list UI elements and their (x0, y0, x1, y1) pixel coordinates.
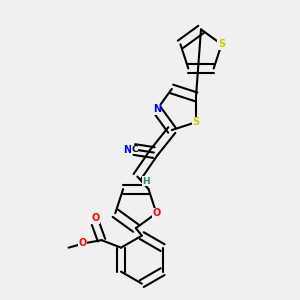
Text: O: O (92, 213, 100, 223)
Text: N: N (123, 145, 131, 154)
Text: H: H (142, 176, 150, 185)
Text: N: N (153, 104, 161, 115)
Text: S: S (218, 39, 225, 49)
Text: C: C (131, 145, 138, 154)
Text: O: O (152, 208, 160, 218)
Text: O: O (79, 238, 87, 248)
Text: S: S (192, 117, 200, 127)
